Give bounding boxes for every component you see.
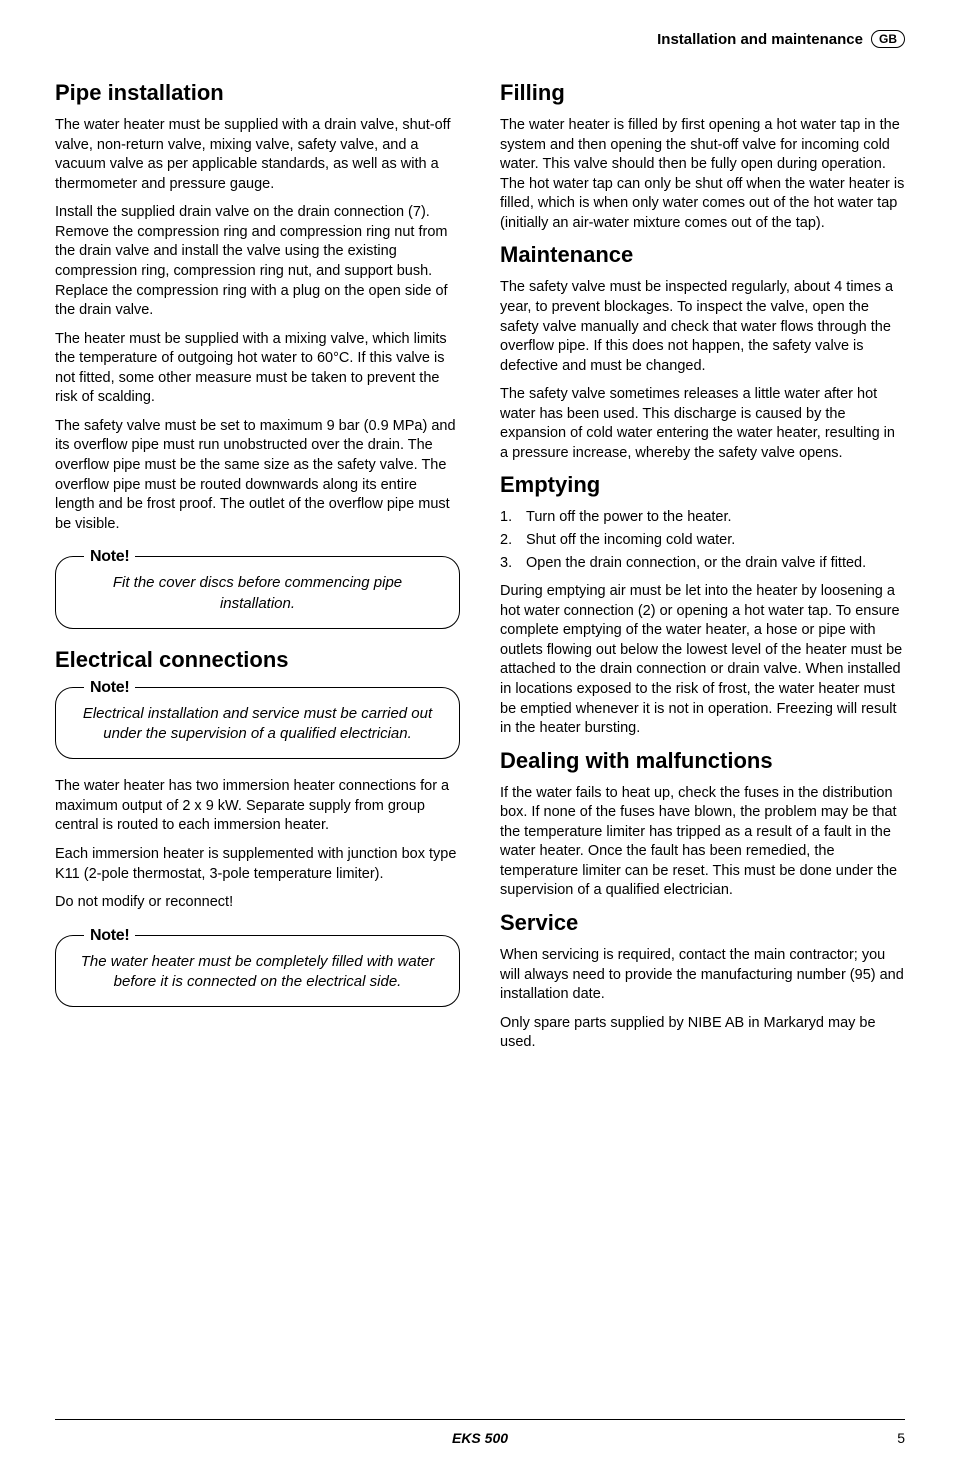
- heading-pipe-installation: Pipe installation: [55, 80, 460, 106]
- list-item: 3.Open the drain connection, or the drai…: [500, 554, 905, 574]
- note-label: Note!: [84, 677, 135, 699]
- note-label: Note!: [84, 546, 135, 568]
- header-section-title: Installation and maintenance: [657, 31, 863, 48]
- note-label: Note!: [84, 925, 135, 947]
- heading-emptying: Emptying: [500, 472, 905, 498]
- note-box-cover-discs: Note! Fit the cover discs before commenc…: [55, 556, 460, 629]
- heading-maintenance: Maintenance: [500, 242, 905, 268]
- note-box-electrical-supervision: Note! Electrical installation and servic…: [55, 687, 460, 760]
- service-para-2: Only spare parts supplied by NIBE AB in …: [500, 1014, 905, 1053]
- footer-page-number: 5: [897, 1430, 905, 1446]
- elec-para-2: Each immersion heater is supplemented wi…: [55, 845, 460, 884]
- note-text: Electrical installation and service must…: [83, 705, 432, 742]
- pipe-para-2: Install the supplied drain valve on the …: [55, 203, 460, 320]
- heading-malfunctions: Dealing with malfunctions: [500, 748, 905, 774]
- list-item: 1.Turn off the power to the heater.: [500, 508, 905, 528]
- step-text: Shut off the incoming cold water.: [526, 531, 735, 551]
- emptying-para-1: During emptying air must be let into the…: [500, 582, 905, 739]
- content-columns: Pipe installation The water heater must …: [55, 76, 905, 1062]
- maint-para-1: The safety valve must be inspected regul…: [500, 278, 905, 376]
- malf-para-1: If the water fails to heat up, check the…: [500, 784, 905, 901]
- emptying-steps: 1.Turn off the power to the heater. 2.Sh…: [500, 508, 905, 573]
- note-text: Fit the cover discs before commencing pi…: [113, 574, 402, 611]
- heading-electrical-connections: Electrical connections: [55, 647, 460, 673]
- maint-para-2: The safety valve sometimes releases a li…: [500, 385, 905, 463]
- step-number: 3.: [500, 554, 526, 574]
- pipe-para-4: The safety valve must be set to maximum …: [55, 417, 460, 534]
- heading-service: Service: [500, 910, 905, 936]
- pipe-para-1: The water heater must be supplied with a…: [55, 116, 460, 194]
- step-text: Open the drain connection, or the drain …: [526, 554, 866, 574]
- step-text: Turn off the power to the heater.: [526, 508, 732, 528]
- footer-rule: [55, 1419, 905, 1420]
- filling-para-1: The water heater is filled by first open…: [500, 116, 905, 233]
- language-badge: GB: [871, 30, 905, 48]
- step-number: 2.: [500, 531, 526, 551]
- elec-para-3: Do not modify or reconnect!: [55, 893, 460, 913]
- elec-para-1: The water heater has two immersion heate…: [55, 777, 460, 836]
- note-text: The water heater must be completely fill…: [81, 953, 435, 990]
- pipe-para-3: The heater must be supplied with a mixin…: [55, 330, 460, 408]
- left-column: Pipe installation The water heater must …: [55, 76, 460, 1062]
- note-box-fill-before-electrical: Note! The water heater must be completel…: [55, 935, 460, 1008]
- footer-product-name: EKS 500: [452, 1430, 508, 1446]
- header: Installation and maintenance GB: [55, 30, 905, 48]
- service-para-1: When servicing is required, contact the …: [500, 946, 905, 1005]
- list-item: 2.Shut off the incoming cold water.: [500, 531, 905, 551]
- heading-filling: Filling: [500, 80, 905, 106]
- footer: EKS 500 5: [55, 1419, 905, 1446]
- step-number: 1.: [500, 508, 526, 528]
- right-column: Filling The water heater is filled by fi…: [500, 76, 905, 1062]
